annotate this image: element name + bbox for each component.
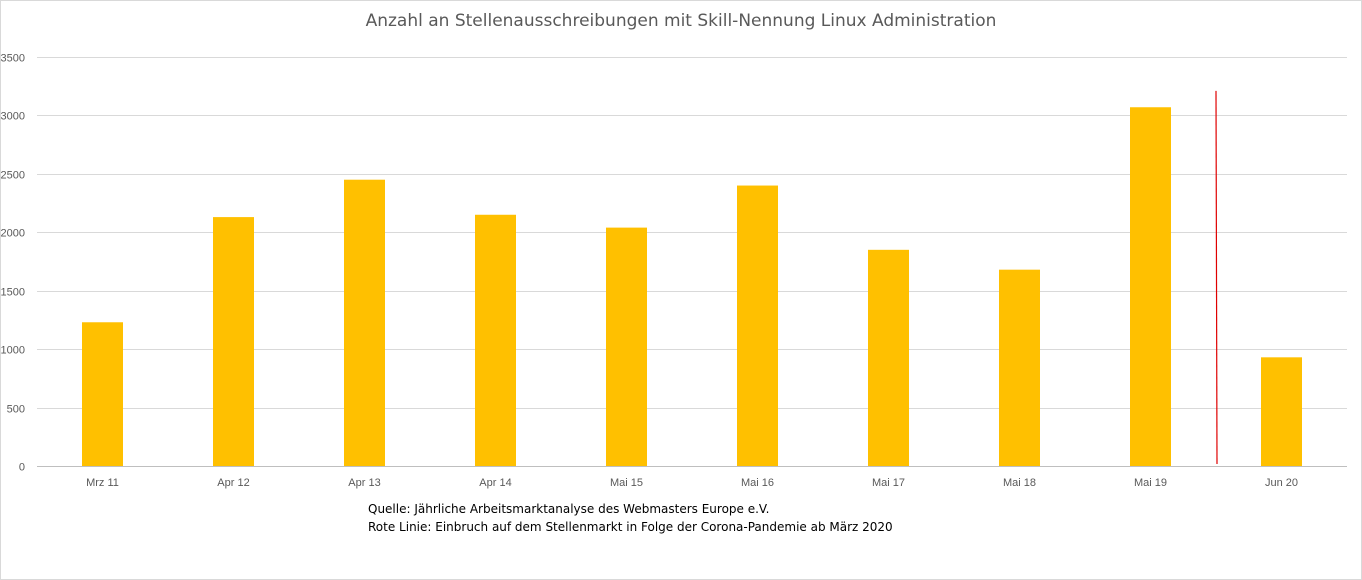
y-tick-label: 1000 (1, 345, 25, 357)
bar (868, 249, 909, 466)
bar (1130, 107, 1171, 467)
x-tick-label: Mai 19 (1134, 477, 1167, 489)
y-axis-labels: 0 500 1000 1500 2000 2500 3000 3500 (1, 53, 25, 474)
y-tick-label: 0 (19, 462, 25, 474)
x-tick-label: Mai 16 (741, 477, 774, 489)
x-tick-label: Apr 14 (479, 477, 511, 489)
bar (606, 227, 647, 466)
x-tick-label: Mrz 11 (86, 477, 119, 489)
x-tick-label: Mai 18 (1003, 477, 1036, 489)
annotation (1215, 90, 1218, 465)
y-tick-label: 1500 (1, 287, 25, 299)
gridlines (37, 57, 1347, 467)
chart-title: Anzahl an Stellenausschreibungen mit Ski… (365, 11, 997, 31)
y-tick-label: 500 (7, 404, 25, 416)
y-tick-label: 3000 (1, 111, 25, 123)
bar (213, 217, 254, 466)
red-line-note: Rote Linie: Einbruch auf dem Stellenmark… (368, 520, 893, 534)
red-annotation-line (1215, 90, 1218, 465)
bar (737, 185, 778, 467)
bar (82, 322, 123, 466)
bar (344, 179, 385, 466)
chart-notes: Quelle: Jährliche Arbeitsmarktanalyse de… (368, 500, 893, 536)
y-tick-label: 2500 (1, 170, 25, 182)
x-tick-label: Jun 20 (1265, 477, 1298, 489)
x-axis-labels: Mrz 11 Apr 12 Apr 13 Apr 14 Mai 15 Mai 16 Mai … (86, 477, 1298, 489)
x-tick-label: Mai 17 (872, 477, 905, 489)
x-tick-label: Apr 12 (217, 477, 249, 489)
x-tick-label: Mai 15 (610, 477, 643, 489)
bars (82, 107, 1302, 467)
x-tick-label: Apr 13 (348, 477, 380, 489)
bar (475, 214, 516, 466)
bar (1261, 357, 1302, 466)
source-note: Quelle: Jährliche Arbeitsmarktanalyse de… (368, 502, 770, 516)
y-tick-label: 3500 (1, 53, 25, 65)
y-tick-label: 2000 (1, 228, 25, 240)
bar (999, 269, 1040, 466)
